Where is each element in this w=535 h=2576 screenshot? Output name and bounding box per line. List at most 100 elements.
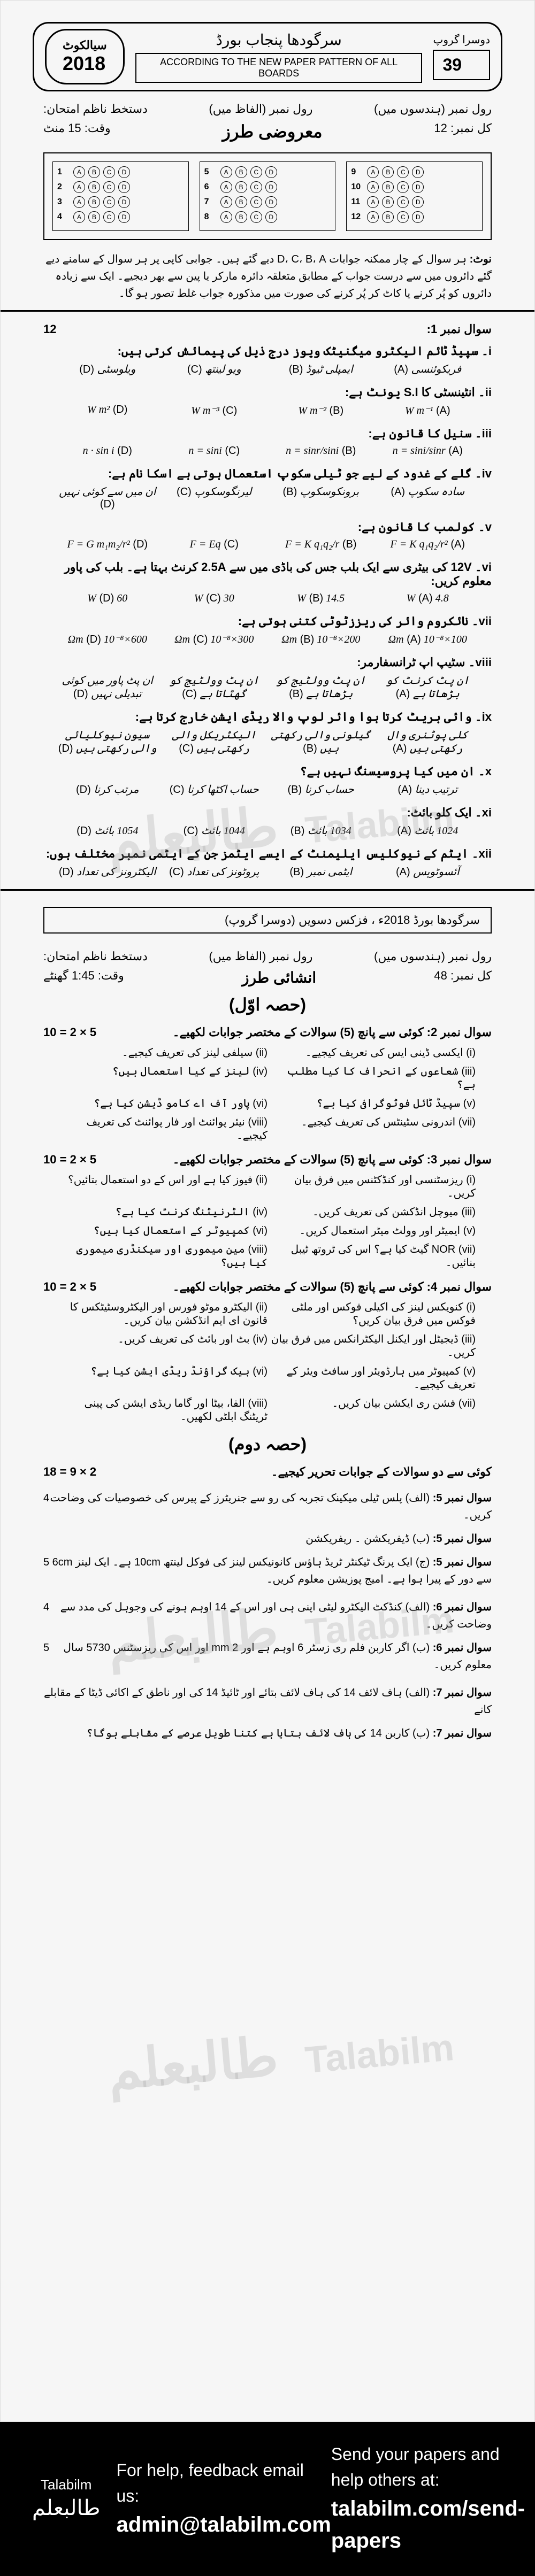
time: وقت: 15 منٹ	[43, 121, 111, 142]
sq-item: (v) سپیڈ ٹائل فوٹوگرافی کیا ہے؟	[268, 1097, 476, 1110]
answer-bubble[interactable]: B	[382, 166, 394, 178]
bubble-row: 2ABCD	[57, 181, 184, 193]
lq-marks: 5	[43, 1554, 49, 1571]
answer-bubble[interactable]: D	[412, 196, 424, 208]
answer-bubble[interactable]: B	[382, 181, 394, 193]
answer-bubble[interactable]: A	[367, 166, 379, 178]
answer-bubble[interactable]: A	[367, 196, 379, 208]
answer-bubble[interactable]: B	[382, 196, 394, 208]
sq-item: (vii) اندرونی سٹینٹس کی تعریف کیجیے۔	[268, 1115, 476, 1142]
marks-time-row: کل نمبر: 12 معروضی طرز وقت: 15 منٹ	[43, 121, 492, 142]
bubble-row: 12ABCD	[351, 211, 478, 223]
sq-item: (vii) فشن ری ایکشن بیان کریں۔	[268, 1397, 476, 1423]
answer-bubble[interactable]: C	[103, 211, 115, 223]
mcq-options: 100×10⁻⁸ Ωm (A)200×10⁻⁸ Ωm (B)300×10⁻⁸ Ω…	[43, 633, 492, 646]
answer-bubble[interactable]: A	[220, 211, 232, 223]
answer-bubble[interactable]: D	[118, 181, 130, 193]
mcq-question: i۔ سپیڈ ٹائم الیکٹرو میگنیٹک ویوز درج ذی…	[43, 344, 492, 376]
mcq-question: xii۔ ایٹم کے نیوکلیس ایلیمنٹ کے ایسے ایٹ…	[43, 847, 492, 878]
answer-bubble[interactable]: A	[220, 166, 232, 178]
divider	[1, 889, 534, 891]
answer-bubble[interactable]: A	[220, 196, 232, 208]
section2-title: سرگودھا بورڈ 2018ء ، فزکس دسویں (دوسرا گ…	[225, 913, 480, 927]
answer-bubble[interactable]: A	[73, 166, 85, 178]
answer-bubble[interactable]: A	[73, 196, 85, 208]
answer-bubble[interactable]: C	[250, 181, 262, 193]
mcq-options: سادہ سکوپ (A)برونکوسکوپ (B)لیرنگوسکوپ (C…	[43, 485, 492, 511]
lq-marks: 4	[43, 1490, 49, 1507]
mcq-option: 1054 بائٹ (D)	[54, 824, 161, 837]
answer-bubble[interactable]: D	[265, 196, 277, 208]
page-number: 39	[433, 50, 490, 80]
answer-bubble[interactable]: B	[235, 166, 247, 178]
answer-bubble[interactable]: D	[412, 166, 424, 178]
mcq-option: W m⁻¹ (A)	[374, 404, 482, 417]
sq-item: (ii) الیکٹرو موٹو فورس اور الیکٹروسٹیٹکس…	[59, 1300, 268, 1327]
sq-label: سوال نمبر 2: کوئی سے پانچ (5) سوالات کے …	[173, 1025, 492, 1039]
watermark-urdu: طالبعلم	[105, 2025, 281, 2102]
bubble-row: 4ABCD	[57, 211, 184, 223]
answer-bubble[interactable]: B	[88, 166, 100, 178]
mcq-options: کلی پوٹنری وال رکھتی ہیں (A)گیلونی والی …	[43, 728, 492, 755]
answer-bubble[interactable]: D	[265, 166, 277, 178]
sq-row: (iii) میوچل انڈکشن کی تعریف کریں۔(iv) ال…	[43, 1205, 492, 1218]
mcq-text: xi۔ ایک کلو بائٹ:	[43, 806, 492, 820]
bubble-row: 6ABCD	[204, 181, 331, 193]
answer-bubble[interactable]: C	[397, 211, 409, 223]
sq-item: (vi) پاور آف اے کامو ڈیشن کیا ہے؟	[59, 1097, 268, 1110]
answer-bubble[interactable]: C	[397, 166, 409, 178]
mcq-text: v۔ کولمب کا قانون ہے:	[43, 520, 492, 534]
answer-bubble[interactable]: C	[250, 211, 262, 223]
answer-bubble[interactable]: B	[235, 181, 247, 193]
mcq-option: n = sini (C)	[161, 445, 268, 457]
roll-figures: رول نمبر (الفاظ میں)	[209, 102, 312, 116]
answer-bubble[interactable]: A	[367, 211, 379, 223]
send-url[interactable]: talabilm.com/send-papers	[331, 2493, 525, 2557]
answer-bubble[interactable]: D	[118, 211, 130, 223]
answer-bubble[interactable]: B	[382, 211, 394, 223]
footer-logo: Talabilm طالبعلم	[32, 2476, 100, 2522]
mcq-options: ترتیب دینا (A)حساب کرنا (B)حساب اکٹھا کر…	[43, 783, 492, 796]
answer-bubble[interactable]: C	[397, 181, 409, 193]
answer-bubble[interactable]: A	[367, 181, 379, 193]
mcq-option: n · sin i (D)	[54, 445, 161, 457]
answer-bubble[interactable]: D	[265, 211, 277, 223]
answer-bubble[interactable]: C	[103, 196, 115, 208]
mcq-question: vi۔ 12V کی بیٹری سے ایک بلب جس کی باڈی م…	[43, 560, 492, 605]
q3-section: سوال نمبر 3: کوئی سے پانچ (5) سوالات کے …	[43, 1153, 492, 1269]
mcq-option: n = sinr/sini (B)	[268, 445, 374, 457]
mcq-text: vii۔ نائکروم وائر کی ریززٹوٹی کتنی ہوتی …	[43, 614, 492, 628]
answer-bubble[interactable]: D	[118, 196, 130, 208]
signature: دستخط ناظم امتحان:	[43, 102, 148, 116]
answer-bubble[interactable]: C	[250, 166, 262, 178]
mcq-option: آئسوٹوپس (A)	[374, 865, 482, 878]
footer-send: Send your papers and help others at: tal…	[331, 2441, 525, 2557]
q4-section: سوال نمبر 4: کوئی سے پانچ (5) سوالات کے …	[43, 1280, 492, 1423]
mcq-option: برونکوسکوپ (B)	[268, 485, 374, 511]
answer-bubble[interactable]: B	[235, 211, 247, 223]
sq-row: (i) کنویکس لینز کی اکیلی فوکس اور ملٹی ف…	[43, 1300, 492, 1327]
answer-bubble[interactable]: B	[235, 196, 247, 208]
answer-bubble[interactable]: C	[397, 196, 409, 208]
answer-bubble[interactable]: D	[412, 211, 424, 223]
sq-row: (iii) ڈیجیٹل اور ایکنل الیکٹرانکس میں فر…	[43, 1332, 492, 1359]
answer-bubble[interactable]: D	[118, 166, 130, 178]
answer-bubble[interactable]: A	[73, 181, 85, 193]
answer-bubble[interactable]: A	[73, 211, 85, 223]
header-box: سیالکوٹ 2018 سرگودھا پنجاب بورڈ ACCORDIN…	[33, 22, 502, 91]
sq-item: (iii) میوچل انڈکشن کی تعریف کریں۔	[268, 1205, 476, 1218]
bubble-row: 8ABCD	[204, 211, 331, 223]
answer-bubble[interactable]: A	[220, 181, 232, 193]
answer-bubble[interactable]: C	[250, 196, 262, 208]
answer-bubble[interactable]: B	[88, 181, 100, 193]
mcq-option: 30 W (C)	[161, 592, 268, 605]
answer-bubble[interactable]: C	[103, 166, 115, 178]
answer-bubble[interactable]: D	[412, 181, 424, 193]
answer-bubble[interactable]: B	[88, 211, 100, 223]
answer-bubble[interactable]: B	[88, 196, 100, 208]
answer-bubble[interactable]: D	[265, 181, 277, 193]
footer-email[interactable]: admin@talabilm.com	[116, 2509, 331, 2541]
answer-bubble[interactable]: C	[103, 181, 115, 193]
sq-item: (iii) شعاعوں کے انحراف کا کیا مطلب ہے؟	[268, 1065, 476, 1091]
sq-row: (i) ریزسٹنسی اور کنڈکٹنس میں فرق بیان کر…	[43, 1173, 492, 1200]
